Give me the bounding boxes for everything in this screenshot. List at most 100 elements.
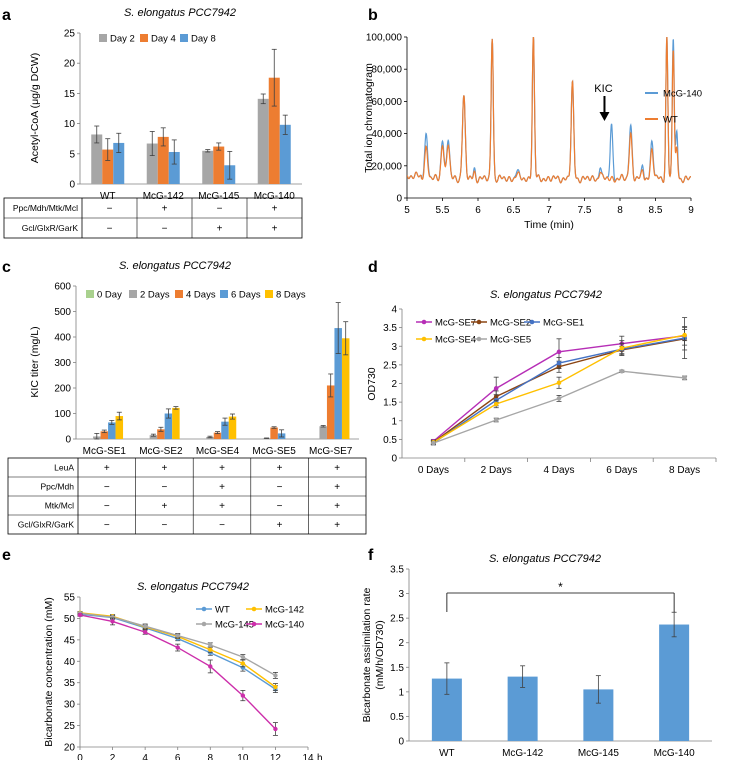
bar (149, 435, 158, 439)
data-point (77, 612, 83, 618)
bar (202, 150, 214, 184)
x-tick-label: 0 Days (418, 465, 449, 476)
x-tick-label: McG-SE2 (139, 446, 183, 457)
data-point (431, 440, 436, 446)
x-tick-label: WT (100, 191, 116, 202)
data-point (240, 693, 246, 698)
x-tick-label: McG-142 (502, 748, 544, 759)
trace-wt (407, 37, 691, 184)
bar (102, 149, 114, 184)
panel-e-legend: WT McG-142 McG-145 McG-140 (196, 605, 304, 631)
table-cell: − (161, 482, 167, 493)
legend-label: WT (215, 605, 230, 616)
legend-swatch (265, 290, 273, 298)
panel-d-chart: 0 0.5 1 1.5 2 2.5 3 3.5 4 0 Days 2 Days 4 Days 6 Day… (383, 305, 717, 476)
bar (108, 422, 116, 439)
y-tick-label: 45 (64, 635, 76, 646)
panel-letter-a: a (2, 7, 11, 24)
y-tick-label: 2 (391, 379, 397, 390)
panel-letter-e: e (2, 547, 11, 564)
bar (326, 385, 335, 439)
panel-c-legend: 0 Day 2 Days 4 Days 6 Days 8 Days (86, 290, 306, 301)
y-tick-label: 20 (64, 743, 76, 754)
table-cell: + (277, 463, 283, 474)
data-point (556, 360, 562, 366)
panel-a-ylabel: Acetyl-CoA (μg/g DCW) (29, 53, 41, 164)
bar (146, 143, 158, 184)
x-tick-label: 7 (546, 205, 552, 216)
panel-letter-f: f (368, 547, 374, 564)
y-tick-label: 2 (398, 638, 404, 649)
legend-label: McG-SE4 (435, 335, 476, 346)
legend-marker (201, 621, 207, 627)
x-tick-label: McG-SE7 (309, 446, 353, 457)
y-tick-label: 0 (396, 194, 402, 205)
table-cell: + (162, 204, 168, 215)
table-cell: − (217, 204, 223, 215)
legend-label: 8 Days (276, 290, 306, 301)
legend-label: Day 4 (151, 34, 176, 45)
x-tick-label: 8.5 (649, 205, 663, 216)
x-unit-label: h (317, 753, 323, 760)
data-point (273, 684, 278, 690)
y-tick-label: 25 (64, 721, 76, 732)
y-tick-label: 3 (391, 342, 397, 353)
significance-bracket: * (446, 580, 675, 612)
panel-e-title: S. elongatus PCC7942 (137, 581, 249, 593)
table-cell: − (107, 224, 113, 235)
bar (279, 124, 291, 184)
table-cell: + (219, 501, 225, 512)
bar (228, 416, 237, 439)
y-tick-label: 3 (398, 589, 404, 600)
data-point (619, 345, 625, 351)
x-tick-label: 7.5 (578, 205, 592, 216)
panel-d-ylabel: OD730 (366, 367, 378, 400)
legend-label: McG-140 (265, 620, 304, 631)
traces (407, 37, 691, 184)
bar (268, 77, 280, 184)
x-tick-label: 6 (475, 205, 481, 216)
table-cell: + (334, 501, 340, 512)
x-tick-label: 9 (688, 205, 694, 216)
data-point (619, 368, 625, 374)
legend-marker (251, 606, 257, 612)
panel-a-legend: Day 2 Day 4 Day 8 (99, 34, 216, 45)
table-cell: − (104, 482, 110, 493)
x-tick-label: 8 Days (669, 465, 700, 476)
y-tick-label: 40 (64, 657, 76, 668)
legend-marker (421, 319, 427, 325)
kic-label: KIC (594, 83, 612, 95)
table-cell: + (217, 224, 223, 235)
bar (91, 134, 103, 184)
legend-marker (529, 319, 535, 325)
panel-c-title: S. elongatus PCC7942 (119, 260, 231, 272)
y-tick-label: 1.5 (383, 398, 397, 409)
bar (270, 427, 278, 439)
y-tick-label: 10 (64, 119, 76, 130)
y-tick-label: 4 (391, 305, 397, 316)
table-cell: + (161, 501, 167, 512)
y-tick-label: 400 (54, 333, 71, 344)
legend-swatch (129, 290, 137, 298)
panel-a-table: Ppc/Mdh/Mtk/Mcl − + − + Gcl/GlxR/GarK − − + + (3, 197, 303, 239)
y-tick-label: 2.5 (383, 360, 397, 371)
y-tick-label: 15 (64, 89, 76, 100)
data-point (556, 380, 562, 386)
y-tick-label: 2.5 (390, 614, 404, 625)
panel-f-ylabel-2: (mM/h/OD730) (374, 620, 386, 689)
table-cell: + (219, 482, 225, 493)
bar (659, 624, 690, 741)
x-tick-label: 8 (617, 205, 623, 216)
panel-a-title: S. elongatus PCC7942 (124, 7, 236, 19)
data-point (208, 642, 213, 648)
data-point (110, 619, 115, 624)
legend-marker (476, 336, 482, 342)
bar (319, 426, 327, 439)
x-tick-label: 5.5 (436, 205, 450, 216)
table-cell: − (277, 482, 283, 493)
legend-swatch (180, 34, 188, 42)
x-tick-label: 8 (208, 753, 214, 760)
y-tick-label: 1 (398, 687, 404, 698)
table-row-label: Ppc/Mdh/Mtk/Mcl (13, 203, 78, 213)
legend-marker (201, 606, 207, 612)
